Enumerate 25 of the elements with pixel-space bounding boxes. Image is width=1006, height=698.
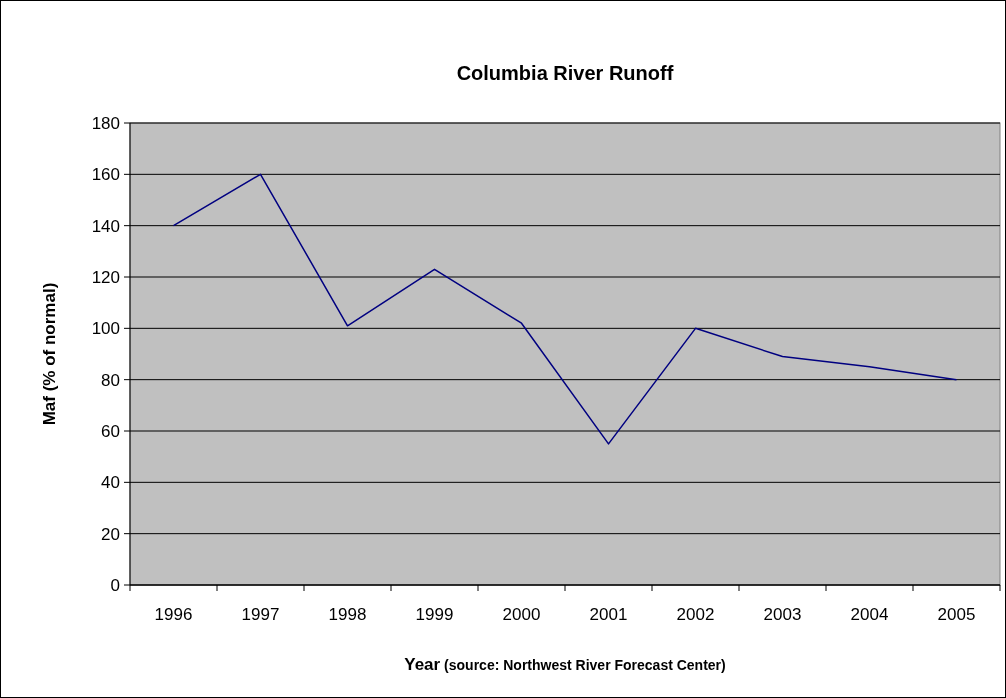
x-tick-label: 1997 xyxy=(241,605,280,624)
x-tick-label: 2001 xyxy=(589,605,628,624)
y-axis-title: Maf (% of normal) xyxy=(40,282,59,426)
y-tick-label: 60 xyxy=(101,421,120,441)
y-tick-label: 20 xyxy=(101,524,120,544)
y-tick-label: 180 xyxy=(91,113,120,133)
text: (source: Northwest River Forecast Center) xyxy=(440,657,726,673)
x-tick-label: 1998 xyxy=(328,605,367,624)
x-axis-title: Year xyxy=(404,655,441,674)
chart-title: Columbia River Runoff xyxy=(456,62,674,84)
y-tick-label: 120 xyxy=(91,267,120,287)
x-tick-label: 1996 xyxy=(154,605,193,624)
x-tick-label: 2000 xyxy=(502,605,541,624)
x-tick-label: 2002 xyxy=(676,605,715,624)
x-tick-label: 2003 xyxy=(763,605,802,624)
y-tick-label: 80 xyxy=(101,370,120,390)
y-tick-label: 140 xyxy=(91,216,120,236)
y-tick-label: 40 xyxy=(101,473,120,493)
y-tick-label: 160 xyxy=(91,165,120,185)
x-tick-label: 1999 xyxy=(415,605,454,624)
y-tick-label: 0 xyxy=(110,575,120,595)
x-tick-label: 2004 xyxy=(850,605,889,624)
line-series xyxy=(172,173,958,445)
x-tick-label: 2005 xyxy=(937,605,976,624)
y-tick-label: 100 xyxy=(91,319,120,339)
